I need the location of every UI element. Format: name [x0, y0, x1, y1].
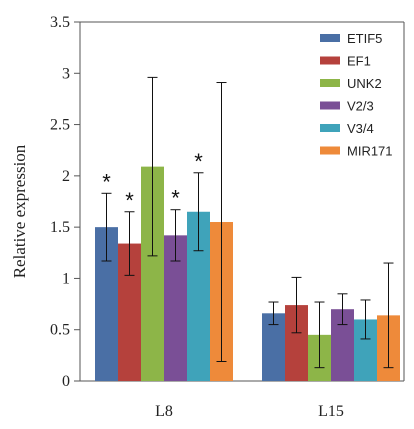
legend-swatch [320, 34, 340, 42]
y-axis-label: Relative expression [10, 144, 29, 278]
y-tick-label: 1 [62, 270, 70, 287]
legend-label: ETIF5 [347, 31, 382, 46]
y-tick-label: 2 [62, 168, 70, 185]
bar-ef1-l8 [118, 243, 141, 381]
error-bar [337, 293, 348, 326]
error-bar [360, 299, 371, 340]
y-tick-label: 2.5 [50, 117, 70, 134]
legend-label: UNK2 [347, 76, 382, 91]
bar-v3-4-l15 [354, 319, 377, 381]
y-tick-label: 3 [62, 65, 70, 82]
legend-item: ETIF5 [320, 31, 382, 46]
significance-star: * [194, 149, 203, 174]
legend-swatch [320, 124, 340, 132]
significance-star: * [125, 188, 134, 213]
legend-swatch [320, 56, 340, 65]
x-tick-label: L15 [318, 403, 344, 420]
error-bar [268, 301, 279, 326]
bar-ef1-l15 [285, 305, 308, 381]
legend-item: V3/4 [320, 121, 374, 136]
legend-item: UNK2 [320, 76, 382, 91]
bar-etif5-l8 [95, 227, 118, 381]
error-bars [101, 76, 394, 369]
legend: ETIF5 EF1 UNK2 V2/3 V3/4 MIR171 [320, 31, 393, 159]
error-bar [314, 301, 325, 369]
legend-label: EF1 [347, 54, 371, 69]
x-tick-label: L8 [155, 403, 173, 420]
error-bar [170, 209, 181, 262]
bar-etif5-l15 [262, 313, 285, 381]
bar-unk2-l8 [141, 166, 164, 381]
legend-swatch [320, 79, 340, 87]
y-tick-label: 3.5 [50, 14, 70, 31]
legend-label: MIR171 [347, 144, 393, 159]
bar-v2-3-l15 [331, 309, 354, 381]
y-tick-label: 1.5 [50, 219, 70, 236]
legend-swatch [320, 146, 340, 155]
legend-swatch [320, 101, 340, 110]
y-tick-label: 0 [62, 373, 70, 390]
legend-label: V3/4 [347, 121, 374, 136]
bar-v3-4-l8 [187, 211, 210, 381]
legend-item: V2/3 [320, 99, 374, 114]
legend-item: EF1 [320, 54, 371, 69]
bars [95, 166, 400, 381]
error-bar [101, 192, 112, 262]
error-bar [383, 262, 394, 369]
legend-item: MIR171 [320, 144, 393, 159]
error-bar [216, 82, 227, 363]
error-bar [193, 172, 204, 252]
significance-marks: * * * * [102, 149, 203, 213]
legend-label: V2/3 [347, 99, 374, 114]
x-tick-labels: L8 L15 [155, 403, 344, 420]
significance-star: * [102, 169, 111, 194]
error-bar [291, 276, 302, 334]
y-tick-label: 0.5 [50, 322, 70, 339]
error-bar [124, 211, 135, 276]
error-bar [147, 76, 158, 257]
bar-v2-3-l8 [164, 235, 187, 381]
significance-star: * [171, 186, 180, 211]
